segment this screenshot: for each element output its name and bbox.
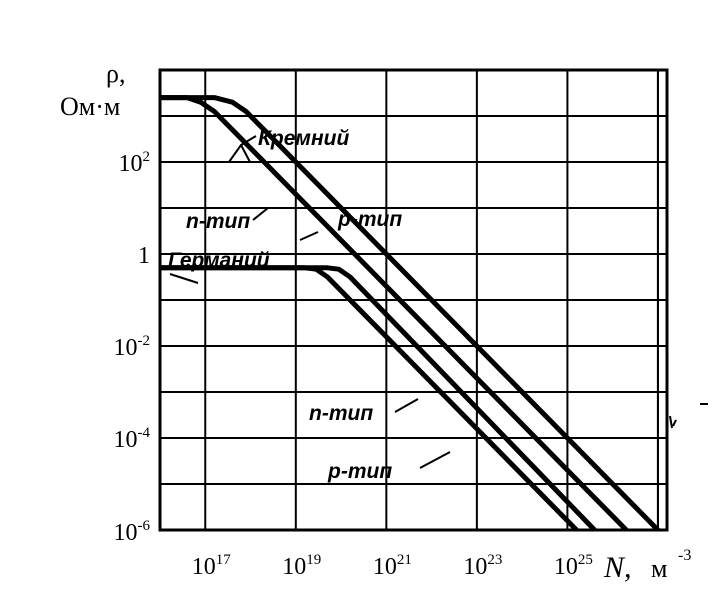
leader-n-tip-germanium <box>394 398 419 413</box>
leader-kremniy-p <box>240 144 251 163</box>
y-axis-label-symbol: ρ, <box>106 59 125 88</box>
y-tick-label: 102 <box>119 149 151 177</box>
curves <box>160 95 660 532</box>
label-n-tip-germanium: n-тип <box>309 402 373 425</box>
x-tick-label: 1021 <box>373 552 412 580</box>
y-tick-label: 1 <box>138 243 150 269</box>
label-p-tip-silicon: p-тип <box>337 208 402 231</box>
label-n-tip-silicon: n-тип <box>186 210 250 233</box>
label-kremniy: Кремний <box>258 127 349 150</box>
y-tick-label: 10-2 <box>114 333 151 361</box>
x-axis-label-symbol: N, <box>603 551 632 584</box>
leader-germaniy <box>169 273 199 284</box>
y-tick-label: 10-4 <box>114 425 151 453</box>
y-tick-label: 10-6 <box>114 518 151 546</box>
x-tick-label: 1019 <box>282 552 321 580</box>
plot-frame <box>158 68 669 532</box>
label-germaniy: Германий <box>168 249 270 272</box>
x-tick-label: 1017 <box>192 552 232 580</box>
grid <box>160 70 667 530</box>
y-axis-label-unit: Ом·м <box>60 92 120 121</box>
x-tick-label: 1025 <box>554 552 593 580</box>
leader-n-tip-silicon <box>252 207 269 221</box>
series-line-silicon-p <box>160 95 660 532</box>
x-axis-label-unit: м <box>651 554 667 583</box>
x-tick-label: 1023 <box>463 552 502 580</box>
leader-p-tip-silicon <box>299 231 319 241</box>
series-line-germanium-n <box>160 265 579 532</box>
leader-p-tip-germanium <box>419 451 451 469</box>
x-axis-label-unit-exp: -3 <box>678 547 691 564</box>
series-line-germanium-p <box>160 265 597 532</box>
label-p-tip-germanium: p-тип <box>327 460 392 483</box>
stray-mark <box>669 403 708 429</box>
